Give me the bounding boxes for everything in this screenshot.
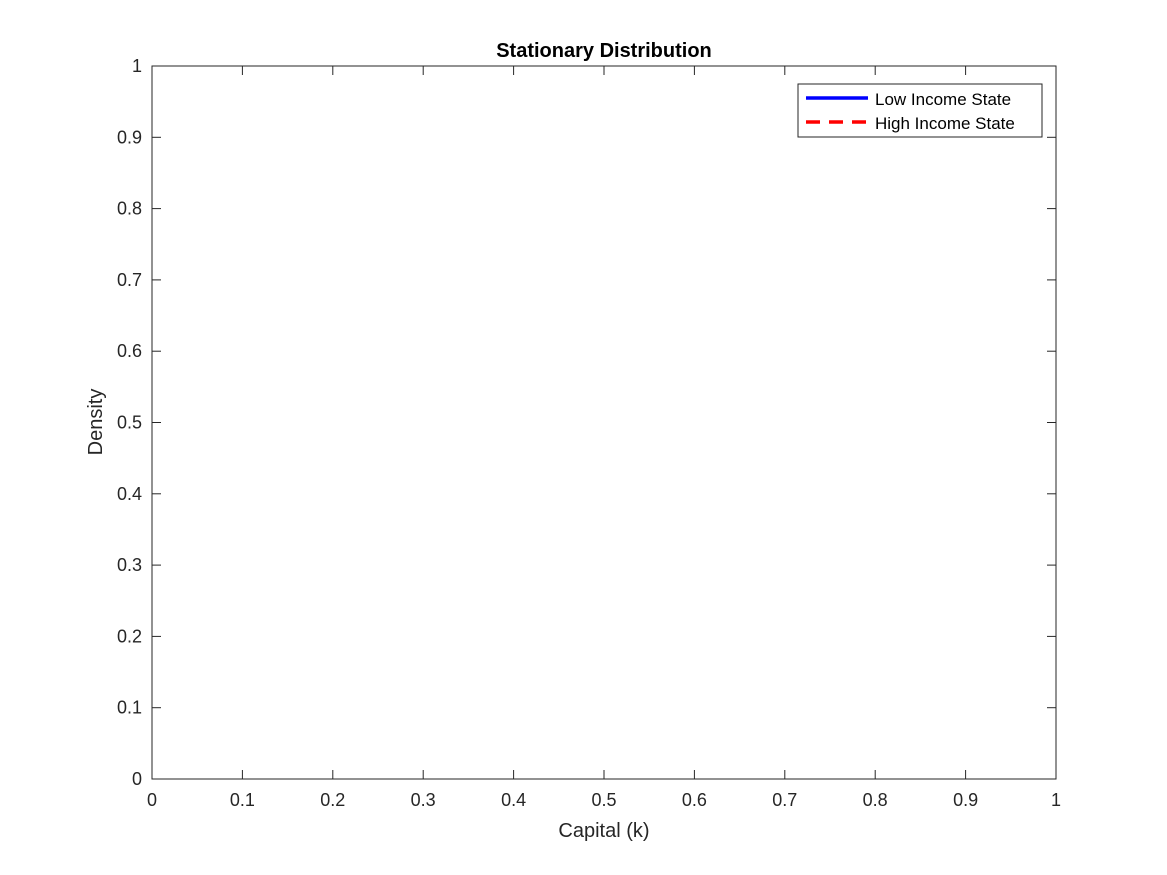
x-tick-label: 0 [147,790,157,810]
y-tick-label: 0 [132,769,142,789]
x-tick-label: 0.7 [772,790,797,810]
plot-area [151,65,1057,780]
y-tick-label: 0.4 [117,484,142,504]
y-tick-label: 0.9 [117,127,142,147]
x-tick-label: 0.6 [682,790,707,810]
legend-label-low-income: Low Income State [875,90,1011,109]
y-tick-label: 0.5 [117,413,142,433]
legend-label-high-income: High Income State [875,114,1015,133]
y-tick-label: 0.1 [117,698,142,718]
x-tick-label: 0.5 [591,790,616,810]
y-tick-label: 0.7 [117,270,142,290]
x-axis-ticks: 0 0.1 0.2 0.3 0.4 0.5 0.6 0.7 0.8 0.9 1 [147,66,1061,810]
x-tick-label: 0.4 [501,790,526,810]
legend: Low Income State High Income State [797,83,1043,138]
x-tick-label: 1 [1051,790,1061,810]
x-tick-label: 0.8 [863,790,888,810]
x-axis-label: Capital (k) [558,820,649,842]
y-axis-label: Density [85,389,107,456]
y-tick-label: 0.6 [117,341,142,361]
y-tick-label: 0.2 [117,626,142,646]
y-tick-label: 0.8 [117,199,142,219]
x-tick-label: 0.3 [411,790,436,810]
y-axis-ticks: 0 0.1 0.2 0.3 0.4 0.5 0.6 0.7 0.8 0.9 1 [117,56,1056,789]
y-tick-label: 0.3 [117,555,142,575]
y-tick-label: 1 [132,56,142,76]
legend-box [797,83,1043,138]
x-tick-label: 0.2 [320,790,345,810]
x-tick-label: 0.9 [953,790,978,810]
x-tick-label: 0.1 [230,790,255,810]
chart-title: Stationary Distribution [496,40,712,62]
